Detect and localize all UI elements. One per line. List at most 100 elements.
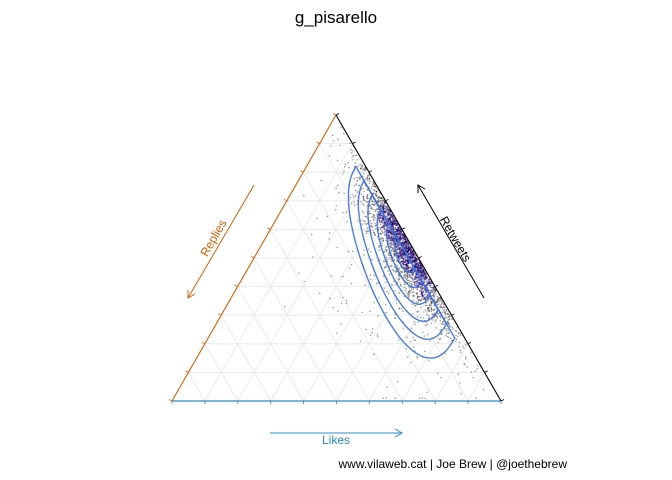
data-point: [391, 222, 394, 225]
data-point: [417, 270, 419, 273]
data-point: [433, 308, 436, 310]
data-point: [410, 252, 413, 255]
data-point: [423, 270, 426, 272]
data-point: [390, 237, 392, 240]
data-point: [407, 265, 409, 268]
data-point: [355, 183, 358, 186]
data-point: [435, 319, 437, 321]
data-point: [384, 304, 387, 306]
data-point: [397, 233, 400, 236]
data-point: [388, 213, 391, 216]
data-point: [381, 206, 384, 209]
data-point: [351, 250, 354, 253]
data-point: [385, 208, 388, 211]
data-point: [380, 220, 383, 222]
data-point: [349, 142, 351, 145]
data-point: [365, 328, 367, 331]
data-point: [389, 220, 392, 223]
data-point: [383, 208, 385, 210]
data-point: [402, 253, 404, 256]
data-point: [401, 233, 403, 236]
data-point: [403, 238, 405, 241]
data-point: [413, 260, 416, 263]
data-point: [408, 246, 411, 249]
data-point: [470, 351, 472, 354]
data-point: [400, 233, 403, 236]
data-point: [390, 232, 392, 235]
data-point: [412, 254, 415, 257]
data-point: [425, 283, 428, 285]
data-point: [410, 284, 413, 286]
data-point: [414, 257, 417, 260]
data-point: [405, 277, 407, 280]
data-point: [414, 260, 416, 263]
data-point: [424, 304, 427, 307]
data-point: [378, 220, 381, 222]
data-point: [428, 279, 431, 282]
data-point: [409, 340, 412, 343]
data-point: [411, 256, 414, 258]
data-point: [431, 286, 434, 289]
data-point: [441, 307, 444, 309]
data-point: [409, 266, 412, 268]
data-point: [407, 266, 409, 269]
data-point: [378, 245, 381, 247]
data-point: [404, 238, 407, 241]
data-point: [405, 247, 408, 250]
data-point: [416, 267, 419, 269]
data-point: [381, 226, 384, 229]
data-point: [401, 241, 403, 244]
data-point: [472, 377, 475, 379]
data-point: [422, 294, 425, 297]
source-caption: www.vilaweb.cat | Joe Brew | @joethebrew: [337, 457, 567, 471]
data-point: [408, 294, 410, 297]
data-point: [437, 296, 440, 299]
data-point: [387, 209, 390, 212]
data-point: [403, 263, 406, 266]
data-point: [395, 239, 398, 242]
data-point: [354, 162, 357, 164]
data-point: [431, 294, 434, 297]
data-point: [418, 269, 421, 272]
data-point: [387, 232, 390, 234]
data-point: [419, 262, 421, 265]
data-point: [446, 316, 448, 319]
data-point: [418, 298, 421, 301]
data-point: [395, 242, 398, 244]
tick-retweets: [368, 170, 373, 173]
data-point: [387, 292, 390, 295]
data-point: [405, 245, 407, 248]
data-point: [382, 210, 385, 213]
data-point: [388, 209, 390, 211]
data-point: [382, 216, 385, 219]
data-point: [392, 225, 394, 228]
data-point: [420, 293, 423, 296]
data-point: [384, 225, 387, 227]
data-point: [376, 235, 379, 238]
data-point: [392, 280, 395, 282]
data-point: [384, 212, 387, 214]
data-point: [458, 341, 461, 344]
data-point: [411, 291, 414, 294]
data-point: [354, 194, 357, 197]
data-point: [404, 260, 407, 262]
data-point: [372, 208, 374, 210]
data-point: [377, 246, 380, 249]
data-point: [410, 274, 412, 276]
data-point: [405, 248, 407, 251]
data-point: [386, 209, 388, 212]
data-point: [371, 216, 373, 218]
data-point: [337, 310, 339, 312]
data-point: [391, 243, 393, 245]
data-point: [393, 220, 395, 223]
data-point: [397, 244, 399, 247]
tick-replies: [300, 170, 304, 173]
data-point: [426, 311, 428, 313]
data-point: [417, 263, 420, 265]
data-point: [341, 172, 344, 175]
data-point: [345, 302, 348, 304]
data-point: [361, 210, 364, 212]
data-point: [363, 212, 365, 214]
data-point: [442, 323, 444, 325]
data-point: [402, 328, 404, 330]
